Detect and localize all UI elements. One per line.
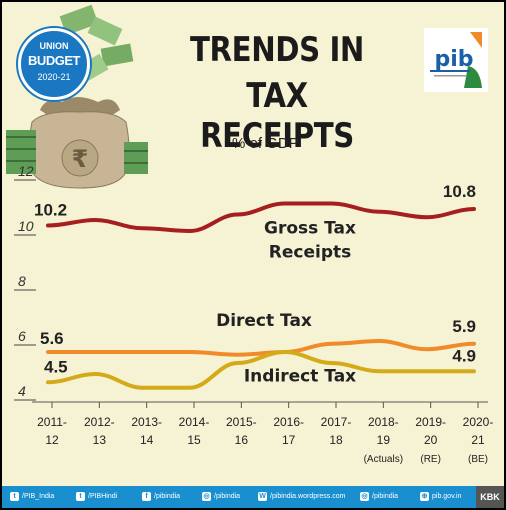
footer-link-text: /pibindia: [154, 493, 180, 500]
x-tick-label: 13: [93, 433, 107, 447]
x-tick-label: 2011-: [37, 415, 67, 429]
y-tick-label: 4: [18, 383, 26, 399]
x-tick-label: 2015-: [226, 415, 257, 429]
x-axis: 2011- 12 2012- 13 2013- 14 2014- 15 2015- 16 2016-…: [32, 402, 493, 465]
footer-social-link[interactable]: ◎/pibindia: [202, 490, 240, 504]
footer-link-text: /pibindia.wordpress.com: [270, 493, 345, 500]
footer-link-text: /PIB_India: [22, 493, 54, 500]
x-tick-label: 18: [329, 433, 343, 447]
twitter-icon: t: [10, 492, 19, 501]
y-tick-label: 12: [18, 163, 34, 179]
gross-series-name-line-1: Gross Tax: [264, 219, 356, 239]
indirect-first-value-label: 4.5: [44, 357, 68, 376]
wordpress-icon: W: [258, 492, 267, 501]
x-tick-label: 21: [471, 433, 485, 447]
instagram-icon: ◎: [360, 492, 369, 501]
footer-social-link[interactable]: ◎/pibindia: [360, 490, 398, 504]
x-tick-label: 15: [187, 433, 201, 447]
x-tick-label: 20: [424, 433, 438, 447]
gross-first-value-label: 10.2: [34, 201, 67, 220]
y-tick-label: 6: [18, 328, 26, 344]
x-tick-label: 2012-: [84, 415, 115, 429]
kbk-tag: KBK: [476, 486, 504, 508]
direct-series-name: Direct Tax: [216, 311, 312, 331]
footer-social-link[interactable]: t/PIB_India: [10, 490, 54, 504]
footer-link-text: /pibindia: [214, 493, 240, 500]
gross-tax-line: [48, 204, 474, 232]
x-tick-label: 14: [140, 433, 154, 447]
footer-social-link[interactable]: f/pibindia: [142, 490, 180, 504]
footer-link-text: /PIBHindi: [88, 493, 117, 500]
x-tick-label: 2017-: [321, 415, 352, 429]
gross-series-name-line-2: Receipts: [269, 243, 351, 263]
x-tick-label: 19: [377, 433, 391, 447]
footer-social-link[interactable]: ⊕ pib.gov.in: [420, 490, 461, 504]
y-tick-label: 8: [18, 273, 26, 289]
x-tick-label: (Actuals): [364, 454, 403, 465]
twitter-icon: t: [76, 492, 85, 501]
footer-link-text: /pibindia: [372, 493, 398, 500]
globe-icon: ⊕: [420, 492, 429, 501]
series-layer: [48, 203, 474, 387]
gross-last-value-label: 10.8: [443, 182, 476, 201]
social-footer: t/PIB_India t/PIBHindi f/pibindia ◎/pibindi…: [2, 486, 504, 508]
infographic-panel: ₹ UNION BUDGET 2020-21 TRENDS IN TAX REC…: [2, 2, 504, 486]
x-tick-label: 16: [235, 433, 249, 447]
indirect-series-name: Indirect Tax: [244, 366, 356, 386]
x-tick-label: (BE): [468, 454, 488, 465]
x-tick-label: (RE): [420, 454, 441, 465]
x-tick-label: 2020-: [463, 415, 494, 429]
direct-tax-line: [48, 341, 474, 355]
x-tick-label: 2014-: [179, 415, 210, 429]
direct-last-value-label: 5.9: [452, 317, 476, 336]
x-tick-label: 2018-: [368, 415, 399, 429]
footer-social-link[interactable]: t/PIBHindi: [76, 490, 117, 504]
facebook-icon: f: [142, 492, 151, 501]
y-tick-label: 10: [18, 218, 34, 234]
y-axis: 4 6 8 10 12: [14, 163, 36, 400]
x-tick-label: 12: [45, 433, 59, 447]
footer-social-link[interactable]: W/pibindia.wordpress.com: [258, 490, 345, 504]
x-tick-label: 2016-: [273, 415, 304, 429]
x-tick-label: 2013-: [131, 415, 162, 429]
tax-receipts-chart: 4 6 8 10 12 2011- 12 2012- 13 2013- 14 2014- 15 2015…: [2, 2, 504, 486]
x-tick-label: 17: [282, 433, 296, 447]
instagram-icon: ◎: [202, 492, 211, 501]
x-tick-label: 2019-: [415, 415, 446, 429]
indirect-last-value-label: 4.9: [452, 346, 476, 365]
footer-link-text: pib.gov.in: [432, 493, 461, 500]
direct-first-value-label: 5.6: [40, 329, 64, 348]
